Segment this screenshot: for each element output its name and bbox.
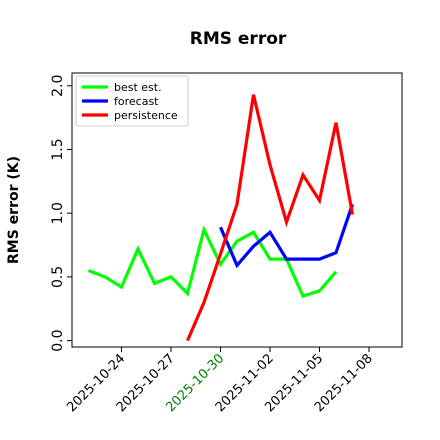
y-tick-label: 0.5 [50,266,66,288]
y-axis-label: RMS error (K) [6,156,22,264]
series-line-persistence [186,94,355,342]
y-tick-label: 1.5 [50,138,66,160]
legend-label: best est. [114,81,162,94]
series-line-best-est [87,225,338,298]
y-tick-label: 1.0 [50,202,66,224]
series-line-forecast [219,203,355,269]
chart-title: RMS error [190,29,287,49]
x-axis: 2025-10-242025-10-272025-10-302025-11-02… [64,347,376,415]
plot-frame [71,72,403,348]
legend-label: persistence [114,109,178,122]
series-layer [87,94,355,342]
y-axis: 0.0 0.5 1.0 1.5 2.0 [50,75,72,352]
y-tick-label: 0.0 [50,329,66,351]
y-tick-label: 2.0 [50,75,66,97]
legend-label: forecast [114,95,159,108]
